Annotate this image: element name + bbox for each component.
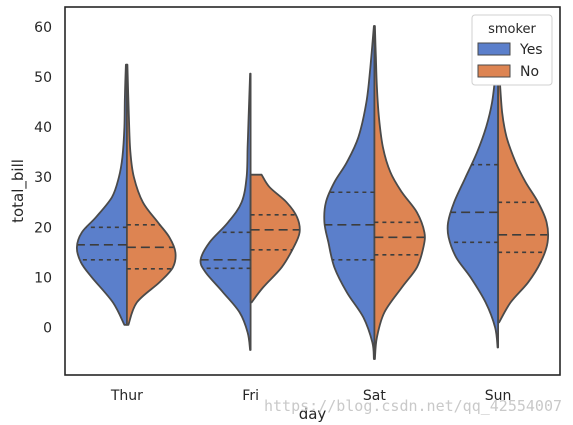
y-axis-label: total_bill (9, 159, 28, 223)
watermark: https://blog.csdn.net/qq_42554007 (264, 397, 562, 415)
legend-label-no: No (520, 64, 539, 80)
legend-title: smoker (488, 22, 536, 37)
legend-swatch-yes (477, 42, 511, 56)
x-tick-label: Sun (485, 388, 512, 404)
x-axis-label: day (299, 405, 327, 423)
y-tick-label: 0 (43, 320, 52, 336)
legend-items: Yes No (477, 42, 543, 80)
x-tick-label: Thur (110, 388, 143, 404)
violin-sun-no (497, 76, 550, 324)
violin-thur-yes (75, 63, 128, 326)
y-axis-ticks: 0 10 20 30 40 50 60 (34, 20, 52, 336)
y-tick-label: 30 (34, 170, 52, 186)
violin-sun-yes (446, 46, 499, 349)
x-tick-label: Sat (363, 388, 386, 404)
violin-thur-no (126, 63, 177, 326)
plot-frame (64, 6, 561, 376)
legend-swatch-no (477, 64, 511, 78)
violin-fri-no (249, 173, 301, 304)
y-tick-label: 40 (34, 120, 52, 136)
y-tick-label: 50 (34, 70, 52, 86)
legend-label-yes: Yes (519, 42, 543, 58)
x-tick-label: Fri (242, 388, 259, 404)
y-tick-label: 60 (34, 20, 52, 36)
y-tick-label: 10 (34, 270, 52, 286)
violins (75, 25, 550, 360)
legend: smoker Yes No (471, 14, 553, 86)
quartile-lines (77, 163, 548, 270)
x-axis-ticks: Thur Fri Sat Sun (110, 388, 512, 404)
violin-fri-yes (199, 72, 252, 351)
violin-sat-no (373, 25, 426, 360)
y-tick-label: 20 (34, 220, 52, 236)
